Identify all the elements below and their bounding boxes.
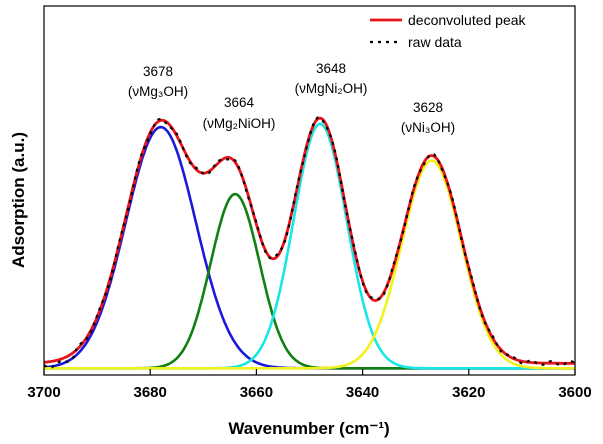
peak-label-number-3678: 3678 [143, 64, 173, 79]
legend-label-1: raw data [408, 34, 462, 50]
peak-label-formula-3627: (νNi₃OH) [401, 120, 455, 135]
plot-area [43, 116, 576, 370]
x-tick-label-3680: 3680 [134, 384, 167, 401]
x-tick-label-3640: 3640 [346, 384, 379, 401]
peak-label-number-3627: 3628 [413, 100, 443, 115]
legend-label-0: deconvoluted peak [408, 12, 527, 28]
legend: deconvoluted peak raw data [370, 12, 527, 50]
x-tick-label-3700: 3700 [27, 384, 60, 401]
x-tick-label-3600: 3600 [558, 384, 591, 401]
x-tick-label-3660: 3660 [240, 384, 273, 401]
peak-label-formula-3648: (νMgNi₂OH) [295, 81, 368, 96]
component-peak-3627 [44, 159, 575, 370]
peak-label-number-3648: 3648 [316, 61, 346, 76]
component-peak-3648 [44, 122, 575, 370]
x-axis-title: Wavenumber (cm⁻¹) [228, 419, 389, 438]
peak-label-number-3664: 3664 [224, 95, 255, 110]
axes: 3700 3680 3660 3640 3620 3600 [27, 5, 592, 401]
peak-label-formula-3664: (νMg₂NiOH) [203, 116, 276, 131]
series-deconvoluted-peak [43, 116, 575, 365]
y-axis-title: Adsorption (a.u.) [9, 132, 28, 268]
plot-frame [43, 5, 576, 376]
peak-label-formula-3678: (νMg₃OH) [128, 84, 188, 99]
x-tick-label-3620: 3620 [452, 384, 485, 401]
component-peak-3678 [43, 125, 575, 370]
peak-labels: 3678 (νMg₃OH) 3664 (νMg₂NiOH) 3648 (νMgNi₂OH)… [128, 61, 455, 135]
series-raw-data [43, 116, 576, 369]
